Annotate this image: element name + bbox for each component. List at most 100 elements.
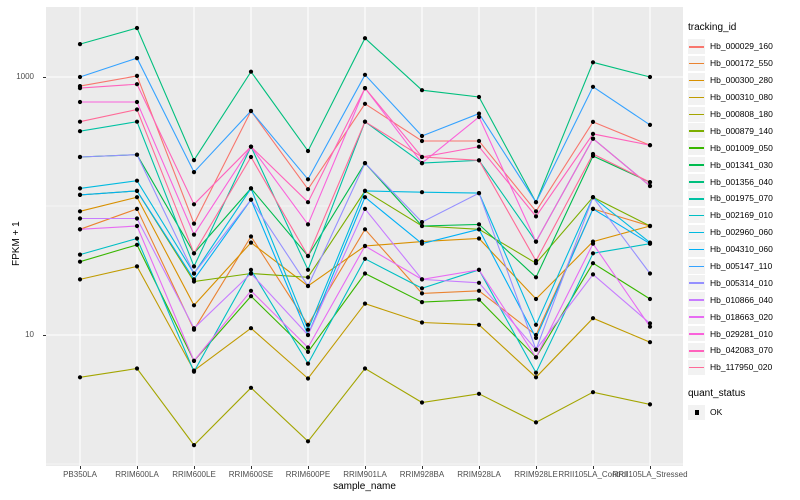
- legend-item: Hb_005314_010: [688, 274, 798, 291]
- legend-item-label: Hb_002169_010: [710, 210, 773, 221]
- legend-item: Hb_000310_080: [688, 89, 798, 106]
- plot-panel: [46, 7, 683, 466]
- chart-canvas: [46, 7, 683, 466]
- legend-key: [688, 106, 705, 122]
- legend-key: [688, 72, 705, 88]
- legend-item-label: Hb_001009_050: [710, 142, 773, 153]
- legend-item: Hb_000808_180: [688, 106, 798, 123]
- legend-key: [688, 309, 705, 325]
- legend-item-label: Hb_042083_070: [710, 345, 773, 356]
- legend-item-label: Hb_000300_280: [710, 75, 773, 86]
- line-swatch-icon: [689, 181, 704, 183]
- line-swatch-icon: [689, 147, 704, 149]
- line-swatch-icon: [689, 197, 704, 200]
- legend-key: [688, 258, 705, 274]
- x-tick-mark: [308, 466, 309, 469]
- legend-key: [688, 55, 705, 71]
- legend-item-label: Hb_010866_040: [710, 294, 773, 305]
- legend-item-label: Hb_000310_080: [710, 92, 773, 103]
- line-swatch-icon: [689, 299, 704, 301]
- legend-key: [688, 275, 705, 291]
- line-swatch-icon: [689, 349, 704, 352]
- x-tick-mark: [593, 466, 594, 469]
- legend-item: Hb_005147_110: [688, 258, 798, 275]
- legend-item: Hb_117950_020: [688, 359, 798, 376]
- line-swatch-icon: [689, 265, 704, 268]
- line-swatch-icon: [689, 333, 704, 335]
- legend-item-label: Hb_000172_550: [710, 58, 773, 69]
- x-tick-label: RRIM901LA: [343, 470, 387, 479]
- legend-item-label: Hb_005314_010: [710, 277, 773, 288]
- legend-item: Hb_010866_040: [688, 291, 798, 308]
- x-tick-label: RRIM600PE: [285, 470, 331, 479]
- legend-item: Hb_002169_010: [688, 207, 798, 224]
- legend-key: [688, 89, 705, 105]
- line-swatch-icon: [689, 79, 704, 82]
- line-swatch-icon: [689, 62, 704, 65]
- legend-item: Hb_000172_550: [688, 55, 798, 72]
- y-tick-label-1000: 1000: [16, 72, 34, 81]
- x-tick-label: RRIM928LE: [514, 470, 558, 479]
- legend-key: [688, 241, 705, 257]
- y-tick-mark: [43, 335, 46, 336]
- legend-item-label: Hb_001356_040: [710, 176, 773, 187]
- x-tick-mark: [422, 466, 423, 469]
- line-swatch-icon: [689, 96, 704, 99]
- legend-title-quant-status: quant_status: [688, 387, 746, 399]
- legend-item-label: Hb_004310_060: [710, 244, 773, 255]
- legend-item-label: Hb_018663_020: [710, 311, 773, 322]
- legend-item: Hb_000300_280: [688, 72, 798, 89]
- legend-item-label: Hb_029281_010: [710, 328, 773, 339]
- x-tick-mark: [194, 466, 195, 469]
- x-tick-label: RRII105LA_Control: [558, 470, 628, 479]
- x-tick-label: RRIM600SE: [228, 470, 274, 479]
- legend-item: Hb_018663_020: [688, 308, 798, 325]
- legend-item-label: Hb_001975_070: [710, 193, 773, 204]
- legend-item-label: Hb_117950_020: [710, 362, 773, 373]
- legend-key: [688, 342, 705, 358]
- line-swatch-icon: [689, 45, 704, 48]
- legend-quant-status: quant_status OK: [688, 388, 798, 421]
- x-tick-label: RRIM928BA: [399, 470, 445, 479]
- line-swatch-icon: [689, 316, 704, 318]
- legend-key-ok: [688, 404, 705, 420]
- line-swatch-icon: [689, 231, 704, 234]
- x-axis-title: sample_name: [333, 481, 396, 492]
- legend-item-label: Hb_002960_060: [710, 227, 773, 238]
- legend-item-ok: OK: [688, 404, 798, 421]
- legend-key: [688, 157, 705, 173]
- x-tick-mark: [80, 466, 81, 469]
- legend: tracking_id Hb_000029_160 Hb_000172_550 Hb…: [688, 22, 798, 421]
- legend-key: [688, 359, 705, 375]
- legend-item: Hb_001009_050: [688, 139, 798, 156]
- legend-key: [688, 38, 705, 54]
- legend-item: Hb_000029_160: [688, 38, 798, 55]
- x-tick-mark: [536, 466, 537, 469]
- x-tick-mark: [479, 466, 480, 469]
- legend-key: [688, 123, 705, 139]
- line-swatch-icon: [689, 130, 704, 132]
- line-swatch-icon: [689, 366, 704, 369]
- legend-key: [688, 292, 705, 308]
- legend-key: [688, 224, 705, 240]
- y-tick-mark: [43, 77, 46, 78]
- legend-item: Hb_042083_070: [688, 342, 798, 359]
- legend-title-tracking-id: tracking_id: [688, 22, 737, 33]
- legend-item: Hb_001975_070: [688, 190, 798, 207]
- legend-item-label: Hb_000879_140: [710, 125, 773, 136]
- legend-key: [688, 190, 705, 206]
- x-tick-label: RRIM600LA: [115, 470, 159, 479]
- y-tick-label-10: 10: [25, 330, 34, 339]
- x-tick-mark: [365, 466, 366, 469]
- point-marker-icon: [694, 410, 699, 415]
- legend-item: Hb_004310_060: [688, 241, 798, 258]
- line-swatch-icon: [689, 248, 704, 251]
- legend-item-label: OK: [710, 407, 723, 418]
- x-tick-mark: [650, 466, 651, 469]
- y-axis-title: FPKM + 1: [11, 221, 22, 266]
- legend-key: [688, 140, 705, 156]
- legend-items: Hb_000029_160 Hb_000172_550 Hb_000300_280 H…: [688, 38, 798, 376]
- x-tick-label: RRIM600LE: [172, 470, 216, 479]
- legend-item-label: Hb_000808_180: [710, 109, 773, 119]
